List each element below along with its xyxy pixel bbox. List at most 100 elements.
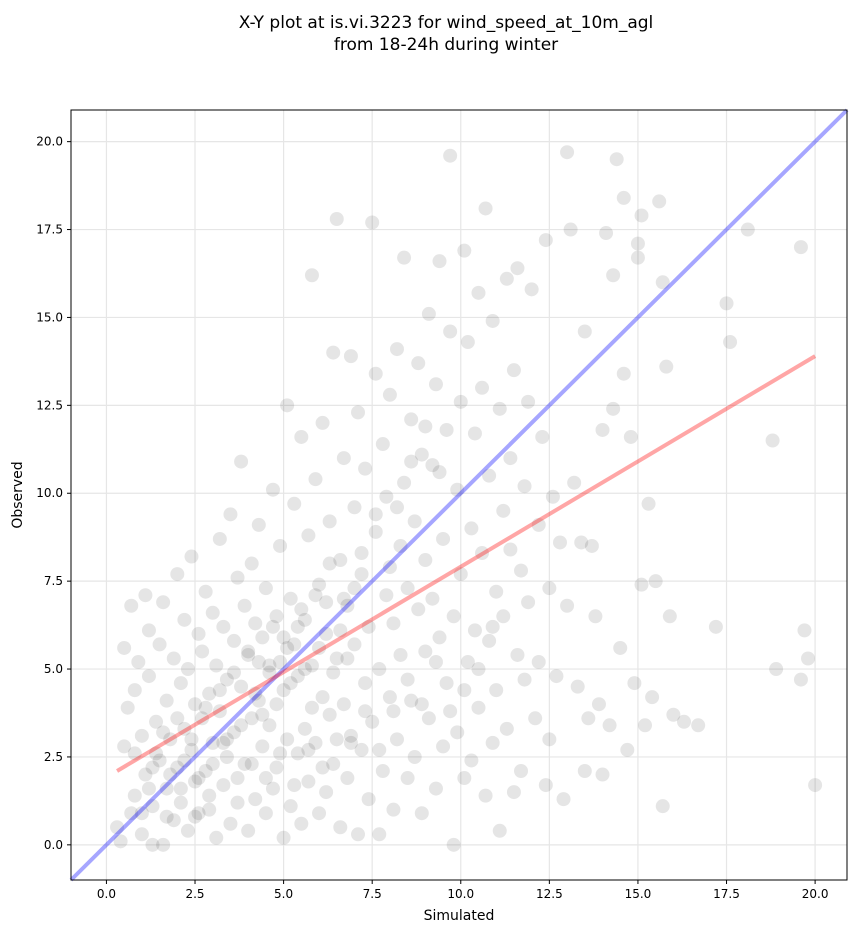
data-point: [414, 806, 429, 821]
data-point: [297, 721, 312, 736]
data-point: [691, 718, 706, 733]
data-point: [616, 190, 631, 205]
data-point: [347, 500, 362, 515]
data-point: [131, 655, 146, 670]
data-point: [198, 764, 213, 779]
data-point: [400, 771, 415, 786]
data-point: [205, 756, 220, 771]
data-point: [117, 640, 132, 655]
reference-lines: [69, 108, 849, 882]
data-point: [329, 651, 344, 666]
data-point: [202, 802, 217, 817]
data-point: [198, 700, 213, 715]
data-point: [351, 827, 366, 842]
data-point: [407, 749, 422, 764]
data-point: [184, 742, 199, 757]
data-point: [496, 609, 511, 624]
data-point: [379, 489, 394, 504]
data-point: [563, 222, 578, 237]
data-point: [216, 778, 231, 793]
data-point: [188, 809, 203, 824]
data-point: [652, 194, 667, 209]
data-point: [545, 489, 560, 504]
y-tick-label: 17.5: [36, 223, 63, 237]
data-point: [110, 820, 125, 835]
data-point: [542, 732, 557, 747]
data-point: [510, 261, 525, 276]
data-point: [177, 612, 192, 627]
data-point: [375, 437, 390, 452]
data-point: [623, 429, 638, 444]
data-point: [127, 746, 142, 761]
data-point: [719, 296, 734, 311]
data-point: [482, 633, 497, 648]
data-point: [124, 598, 139, 613]
data-point: [297, 612, 312, 627]
data-point: [329, 732, 344, 747]
data-point: [503, 451, 518, 466]
data-point: [485, 735, 500, 750]
data-point: [584, 538, 599, 553]
data-point: [485, 619, 500, 634]
data-point: [205, 605, 220, 620]
data-point: [319, 785, 334, 800]
data-point: [439, 676, 454, 691]
fit-line: [116, 354, 817, 773]
data-point: [570, 679, 585, 694]
chart-title-line2: from 18-24h during winter: [333, 35, 559, 55]
data-point: [308, 588, 323, 603]
data-point: [219, 732, 234, 747]
data-point: [184, 732, 199, 747]
data-point: [581, 711, 596, 726]
data-point: [389, 342, 404, 357]
data-point: [290, 669, 305, 684]
chart-title-line1: X-Y plot at is.vi.3223 for wind_speed_at…: [238, 13, 654, 33]
data-point: [467, 623, 482, 638]
data-point: [336, 591, 351, 606]
data-point: [336, 451, 351, 466]
data-point: [120, 700, 135, 715]
data-point: [538, 778, 553, 793]
data-point: [439, 422, 454, 437]
data-point: [159, 693, 174, 708]
data-point: [226, 633, 241, 648]
data-point: [489, 683, 504, 698]
data-point: [354, 567, 369, 582]
data-point: [124, 806, 139, 821]
data-point: [170, 567, 185, 582]
data-point: [248, 686, 263, 701]
data-point: [134, 827, 149, 842]
data-point: [173, 795, 188, 810]
data-point: [457, 683, 472, 698]
data-point: [156, 595, 171, 610]
data-point: [297, 662, 312, 677]
data-point: [241, 644, 256, 659]
data-point: [382, 387, 397, 402]
data-point: [531, 517, 546, 532]
data-point: [163, 732, 178, 747]
data-point: [294, 816, 309, 831]
data-point: [173, 676, 188, 691]
data-point: [769, 662, 784, 677]
data-point: [666, 707, 681, 722]
data-point: [333, 553, 348, 568]
data-point: [386, 802, 401, 817]
data-point: [436, 739, 451, 754]
axis-ticks: 0.0 2.5 5.0 7.5 10.0 12.5 15.0 17.5 20.0 0.0 2.5 5.…: [36, 135, 828, 901]
data-point: [606, 268, 621, 283]
data-point: [159, 781, 174, 796]
data-point: [180, 662, 195, 677]
data-point: [421, 711, 436, 726]
data-point: [329, 211, 344, 226]
data-point: [740, 222, 755, 237]
data-point: [382, 560, 397, 575]
data-point: [234, 718, 249, 733]
data-point: [591, 697, 606, 712]
data-point: [205, 735, 220, 750]
data-point: [234, 454, 249, 469]
data-point: [180, 823, 195, 838]
data-point: [368, 366, 383, 381]
data-point: [397, 475, 412, 490]
data-point: [595, 767, 610, 782]
data-point: [258, 771, 273, 786]
